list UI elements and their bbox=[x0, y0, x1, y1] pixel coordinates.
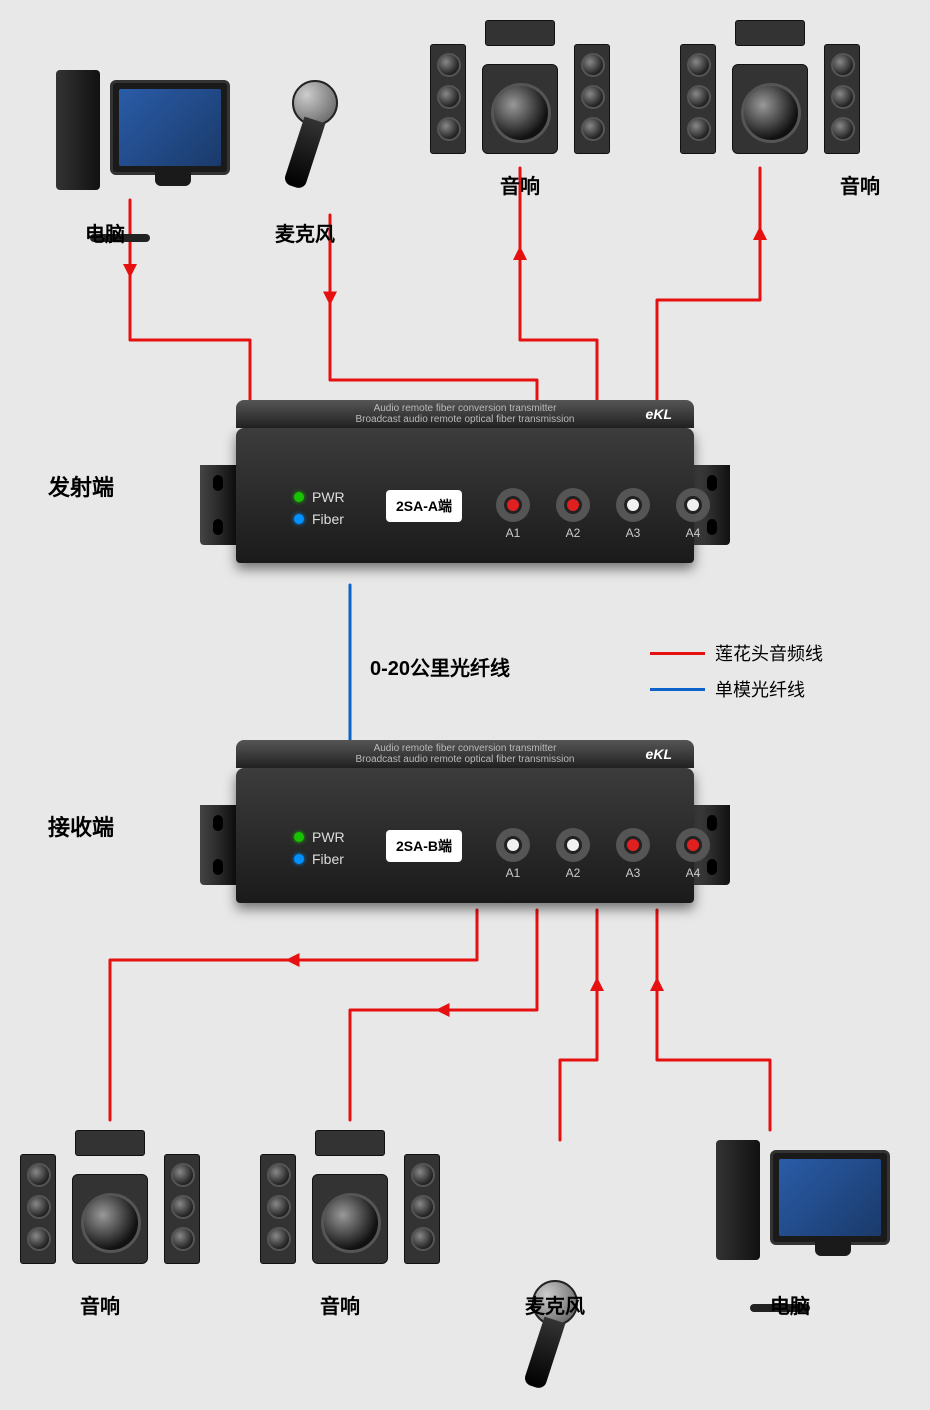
receiver-badge: 2SA-B端 bbox=[386, 830, 462, 862]
device-text-line1: Audio remote fiber conversion transmitte… bbox=[236, 403, 694, 414]
legend-audio-cable: 莲花头音频线 bbox=[650, 640, 823, 666]
transmitter-rca-ports: A1 A2 A3 A4 bbox=[496, 488, 710, 540]
speaker-top-left-label: 音响 bbox=[500, 170, 540, 199]
microphone-top-icon bbox=[270, 80, 370, 210]
receiver-device: Audio remote fiber conversion transmitte… bbox=[200, 740, 730, 925]
rca-port-a4: A4 bbox=[676, 488, 710, 540]
rca-port-a3: A3 bbox=[616, 488, 650, 540]
brand-logo: eKL bbox=[646, 746, 672, 762]
computer-top-icon bbox=[60, 70, 230, 220]
transmitter-badge: 2SA-A端 bbox=[386, 490, 462, 522]
rca-port-a2: A2 bbox=[556, 828, 590, 880]
legend-swatch-blue bbox=[650, 688, 705, 691]
rca-port-a2: A2 bbox=[556, 488, 590, 540]
speaker-top-right-label: 音响 bbox=[840, 170, 880, 199]
transmitter-side-label: 发射端 bbox=[48, 470, 114, 502]
led-indicators: PWR Fiber bbox=[294, 826, 345, 870]
device-text-line2: Broadcast audio remote optical fiber tra… bbox=[236, 754, 694, 765]
speaker-top-right-icon bbox=[680, 20, 860, 160]
rca-port-a1: A1 bbox=[496, 828, 530, 880]
device-text-line1: Audio remote fiber conversion transmitte… bbox=[236, 743, 694, 754]
receiver-rca-ports: A1 A2 A3 A4 bbox=[496, 828, 710, 880]
computer-bottom-label: 电脑 bbox=[770, 1290, 810, 1319]
fiber-link-label: 0-20公里光纤线 bbox=[370, 652, 510, 681]
legend-swatch-red bbox=[650, 652, 705, 655]
receiver-side-label: 接收端 bbox=[48, 810, 114, 842]
microphone-bottom-label: 麦克风 bbox=[525, 1290, 585, 1319]
microphone-top-label: 麦克风 bbox=[275, 218, 335, 247]
speaker-bottom-right-icon bbox=[260, 1130, 440, 1270]
speaker-bottom-left-icon bbox=[20, 1130, 200, 1270]
speaker-bottom-left-label: 音响 bbox=[80, 1290, 120, 1319]
rca-port-a4: A4 bbox=[676, 828, 710, 880]
legend-fiber-cable: 单模光纤线 bbox=[650, 676, 805, 702]
speaker-top-left-icon bbox=[430, 20, 610, 160]
transmitter-device: Audio remote fiber conversion transmitte… bbox=[200, 400, 730, 585]
led-indicators: PWR Fiber bbox=[294, 486, 345, 530]
computer-top-label: 电脑 bbox=[85, 218, 125, 247]
brand-logo: eKL bbox=[646, 406, 672, 422]
computer-bottom-icon bbox=[720, 1140, 890, 1290]
speaker-bottom-right-label: 音响 bbox=[320, 1290, 360, 1319]
rca-port-a1: A1 bbox=[496, 488, 530, 540]
rca-port-a3: A3 bbox=[616, 828, 650, 880]
device-text-line2: Broadcast audio remote optical fiber tra… bbox=[236, 414, 694, 425]
